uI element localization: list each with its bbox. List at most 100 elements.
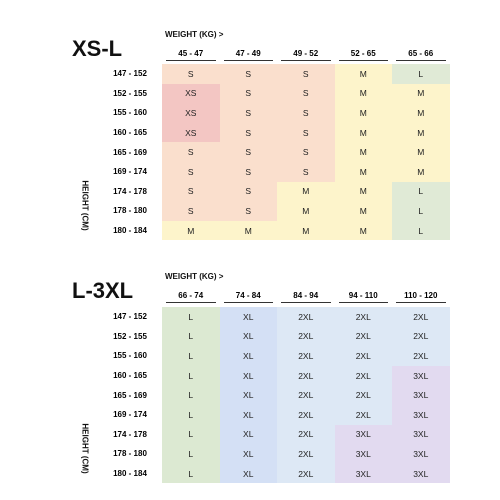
column-header: 110 - 120 <box>396 291 446 303</box>
row-header: 160 - 165 <box>113 371 147 381</box>
size-cell: S <box>277 103 335 123</box>
column-header: 74 - 84 <box>223 291 273 303</box>
size-cell: S <box>219 122 277 143</box>
size-cell: M <box>219 220 277 241</box>
size-cell: M <box>334 103 392 123</box>
row-header: 174 - 178 <box>113 429 147 439</box>
size-cell: 3XL <box>334 444 392 464</box>
size-cell: L <box>162 463 220 484</box>
size-cell: 2XL <box>334 365 392 386</box>
column-header: 49 - 52 <box>281 49 331 61</box>
size-cell: XL <box>219 346 277 366</box>
size-cell: M <box>277 220 335 241</box>
size-cell: L <box>162 424 220 445</box>
size-cell: 2XL <box>277 463 335 484</box>
size-cell: L <box>162 405 220 425</box>
size-cell: S <box>162 201 220 221</box>
row-header: 178 - 180 <box>113 449 147 459</box>
row-header: 165 - 169 <box>113 390 147 400</box>
size-cell: L <box>392 181 450 202</box>
size-cell: 2XL <box>277 424 335 445</box>
size-cell: L <box>392 64 450 84</box>
table-title: XS-L <box>72 36 123 61</box>
size-cell: XL <box>219 385 277 405</box>
size-cell: S <box>162 181 220 202</box>
size-cell: S <box>162 162 220 182</box>
size-cell: S <box>277 64 335 84</box>
size-cell: S <box>219 181 277 202</box>
size-cell: 2XL <box>334 405 392 425</box>
size-cell: 2XL <box>392 346 450 366</box>
row-header: 160 - 165 <box>113 128 147 138</box>
size-cell: 2XL <box>277 346 335 366</box>
size-cell: L <box>162 346 220 366</box>
row-header: 180 - 184 <box>113 226 147 236</box>
row-header: 147 - 152 <box>113 69 147 79</box>
table-title: L-3XL <box>72 278 134 303</box>
size-cell: 3XL <box>392 385 450 405</box>
size-cell: M <box>392 103 450 123</box>
size-cell: S <box>162 64 220 84</box>
row-header: 178 - 180 <box>113 206 147 216</box>
size-cell: M <box>392 162 450 182</box>
size-cell: 2XL <box>277 405 335 425</box>
weight-label: WEIGHT (KG) > <box>165 30 224 39</box>
size-cell: 2XL <box>392 307 450 327</box>
weight-label: WEIGHT (KG) > <box>165 272 224 281</box>
size-cell: M <box>277 181 335 202</box>
size-cell: 2XL <box>334 346 392 366</box>
column-header: 45 - 47 <box>166 49 216 61</box>
size-cell: S <box>219 162 277 182</box>
size-cell: L <box>162 307 220 327</box>
row-header: 165 - 169 <box>113 147 147 157</box>
row-header: 169 - 174 <box>113 410 147 420</box>
row-header: 174 - 178 <box>113 186 147 196</box>
size-cell: 3XL <box>392 405 450 425</box>
size-cell: S <box>219 103 277 123</box>
size-cell: M <box>392 83 450 104</box>
size-cell: 3XL <box>392 424 450 445</box>
size-cell: L <box>162 385 220 405</box>
row-header: 180 - 184 <box>113 469 147 479</box>
size-cell: XS <box>162 83 220 104</box>
size-cell: 2XL <box>277 385 335 405</box>
size-cell: 2XL <box>392 326 450 347</box>
size-cell: L <box>162 365 220 386</box>
size-cell: XL <box>219 444 277 464</box>
size-cell: XL <box>219 365 277 386</box>
size-cell: M <box>334 142 392 162</box>
row-header: 155 - 160 <box>113 108 147 118</box>
row-header: 169 - 174 <box>113 167 147 177</box>
size-cell: S <box>219 201 277 221</box>
size-cell: M <box>334 122 392 143</box>
height-label: HEIGHT (CM) <box>80 180 90 231</box>
column-header: 47 - 49 <box>223 49 273 61</box>
size-cell: XL <box>219 405 277 425</box>
size-cell: XL <box>219 424 277 445</box>
row-header: 147 - 152 <box>113 312 147 322</box>
size-cell: 3XL <box>392 463 450 484</box>
size-cell: S <box>277 162 335 182</box>
size-cell: L <box>162 326 220 347</box>
size-cell: M <box>392 142 450 162</box>
size-cell: M <box>334 162 392 182</box>
size-cell: M <box>334 201 392 221</box>
height-label: HEIGHT (CM) <box>80 423 90 474</box>
size-cell: S <box>277 142 335 162</box>
column-header: 94 - 110 <box>338 291 388 303</box>
row-header: 152 - 155 <box>113 331 147 341</box>
size-cell: L <box>392 220 450 241</box>
size-cell: S <box>219 64 277 84</box>
size-cell: XS <box>162 122 220 143</box>
size-cell: S <box>219 83 277 104</box>
size-cell: M <box>334 181 392 202</box>
size-cell: M <box>334 220 392 241</box>
size-cell: XL <box>219 463 277 484</box>
size-cell: S <box>277 122 335 143</box>
column-header: 52 - 65 <box>338 49 388 61</box>
size-cell: 2XL <box>277 307 335 327</box>
size-cell: M <box>334 64 392 84</box>
size-cell: M <box>277 201 335 221</box>
size-cell: M <box>334 83 392 104</box>
